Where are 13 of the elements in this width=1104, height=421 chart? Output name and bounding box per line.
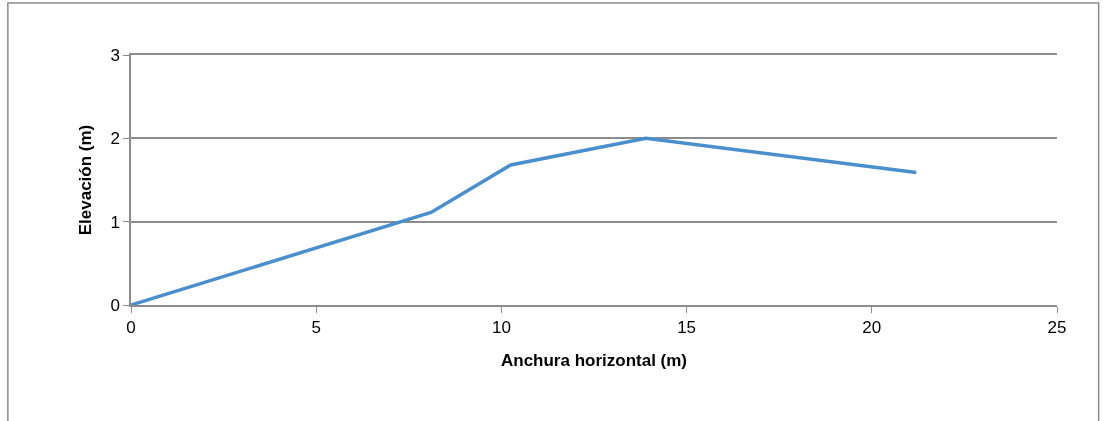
x-tick-label: 25 [1047, 318, 1067, 338]
x-tick-label: 5 [311, 318, 321, 338]
y-tick-label: 3 [110, 45, 120, 65]
y-tick-label: 0 [110, 295, 120, 315]
x-tick-label: 15 [677, 318, 697, 338]
x-axis-title: Anchura horizontal (m) [500, 351, 688, 371]
x-tick-label: 0 [126, 318, 136, 338]
x-tick-label: 20 [862, 318, 882, 338]
y-axis-title: Elevación (m) [76, 124, 96, 236]
y-tick-label: 2 [110, 129, 120, 149]
y-tick-label: 1 [110, 212, 120, 232]
x-tick-label: 10 [491, 318, 511, 338]
line-series [131, 136, 918, 305]
